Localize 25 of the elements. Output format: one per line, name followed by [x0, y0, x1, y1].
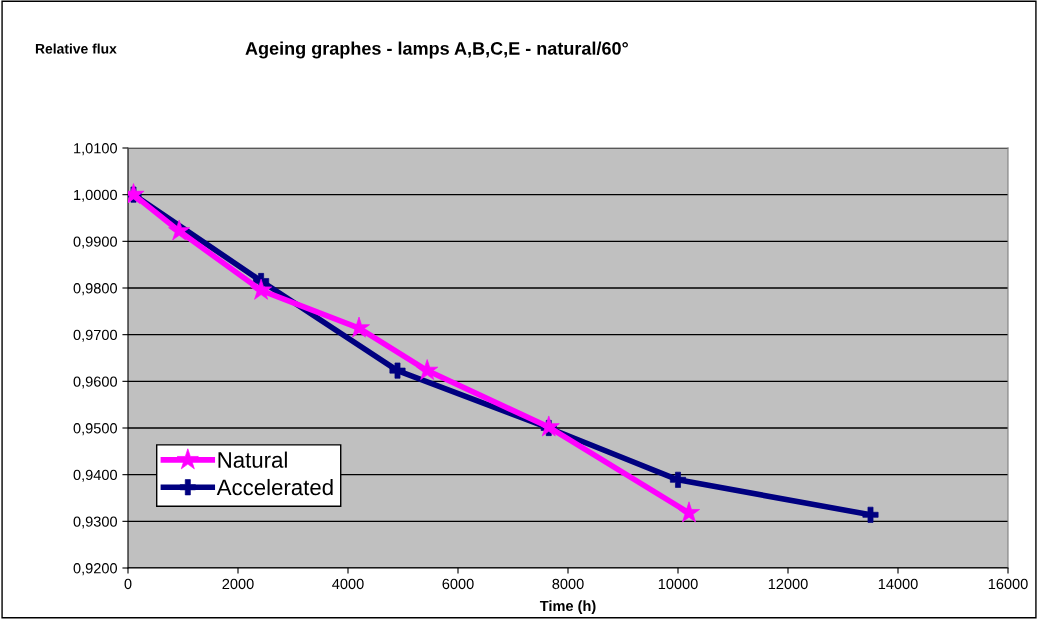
y-tick-label: 0,9900: [73, 236, 118, 249]
y-tick-label: 0,9800: [73, 283, 118, 296]
x-tick-label: 8000: [552, 578, 584, 590]
y-tick-label: 0,9300: [73, 516, 118, 529]
y-tick-label: 0,9700: [73, 329, 118, 342]
x-axis-title: Time (h): [539, 600, 596, 614]
point: [670, 471, 686, 488]
text: Relative flux: [35, 43, 117, 54]
x-tick-label: 16000: [988, 578, 1028, 590]
x-tick-label: 12000: [768, 578, 808, 590]
legend-label: Natural: [218, 451, 287, 468]
x-tick-label: 14000: [878, 578, 918, 590]
x-tick-label: 6000: [442, 578, 474, 590]
x-tick-label: 4000: [332, 578, 364, 590]
chart-title: Ageing graphes - lamps A,B,C,E - natural/60°: [245, 41, 628, 59]
x-tick-label: 0: [124, 578, 132, 590]
y-tick-label: 1,0000: [74, 189, 118, 202]
y-tick-label: 0,9600: [73, 376, 118, 389]
legend-label: Accelerated: [216, 478, 333, 496]
y-tick-label: 0,9500: [73, 423, 118, 436]
y-tick-label: 0,9200: [73, 563, 118, 576]
x-tick-label: 10000: [658, 578, 698, 590]
y-tick-label: 1,0100: [74, 143, 118, 156]
y-tick-label: 0,9400: [73, 469, 118, 482]
x-tick-label: 2000: [222, 578, 254, 590]
